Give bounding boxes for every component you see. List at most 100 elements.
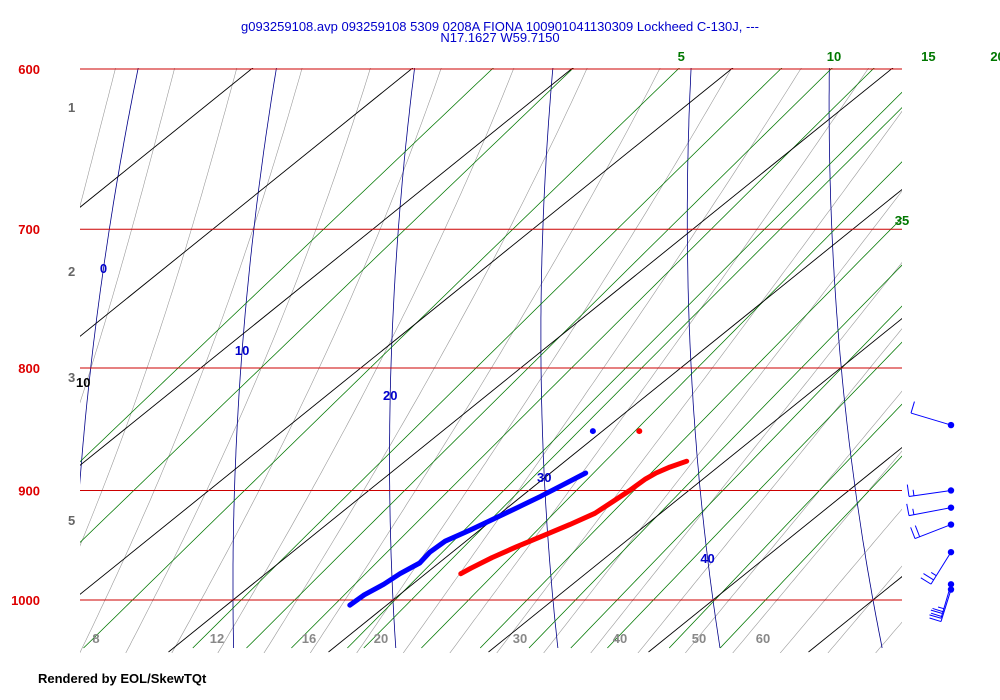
moist-adiabat xyxy=(543,190,902,653)
dry-adiabat xyxy=(828,68,883,649)
background-grid xyxy=(0,5,1000,700)
dry-adiabat-label: 0 xyxy=(100,261,107,276)
moist-adiabat xyxy=(732,450,902,653)
bottom-label: 20 xyxy=(374,631,388,646)
moist-adiabat xyxy=(590,262,902,653)
moist-adiabat xyxy=(827,565,902,653)
wind-barb-flag xyxy=(906,503,910,516)
bottom-label: 50 xyxy=(692,631,706,646)
wind-barbs xyxy=(906,401,955,623)
bottom-label: 8 xyxy=(92,631,99,646)
moist-adiabat xyxy=(80,68,303,653)
mixing-ratio-line xyxy=(246,68,833,649)
isotherm-line xyxy=(808,576,902,653)
dry-adiabat-label: 20 xyxy=(383,388,397,403)
dry-adiabat-label: 40 xyxy=(700,551,714,566)
wind-barb-staff xyxy=(930,551,952,585)
moist-adiabat xyxy=(171,68,442,653)
dry-adiabat xyxy=(80,68,139,485)
mixing-ratio-label: 35 xyxy=(895,213,909,228)
height-label: 1 xyxy=(68,100,75,115)
axis-labels: 6007008009001000123510203040506051015202… xyxy=(11,49,1000,646)
isotherm-label: 10 xyxy=(76,375,90,390)
mixing-ratio-line xyxy=(607,341,902,649)
wind-barb-flag xyxy=(930,612,943,618)
temperature-trace xyxy=(458,458,690,577)
isotherm-line xyxy=(80,68,734,595)
dry-adiabat xyxy=(232,68,277,649)
isotherm-line xyxy=(80,68,574,466)
mixing-ratio-line xyxy=(80,68,494,463)
moist-adiabat xyxy=(125,68,371,653)
sounding-traces xyxy=(347,428,690,608)
chart-subtitle: N17.1627 W59.7150 xyxy=(440,30,559,45)
pressure-label: 700 xyxy=(18,222,40,237)
wind-barb-flag xyxy=(932,607,945,613)
bottom-label: 16 xyxy=(302,631,316,646)
wind-barb-flag xyxy=(906,484,910,497)
moist-adiabat xyxy=(868,5,1000,700)
moist-adiabat xyxy=(402,68,802,653)
wind-barb-staff xyxy=(908,489,952,497)
moist-adiabat xyxy=(356,68,733,653)
wind-barb-staff xyxy=(940,589,952,622)
wind-barb-flag xyxy=(910,401,915,414)
wind-barb-station xyxy=(947,487,955,494)
mixing-ratio-line xyxy=(668,403,902,649)
isotherm-line xyxy=(328,188,902,653)
isotherm-line xyxy=(80,68,254,208)
dry-adiabat xyxy=(0,30,9,648)
dewpoint-point xyxy=(589,428,596,435)
pressure-label: 600 xyxy=(18,62,40,77)
height-label: 3 xyxy=(68,370,75,385)
dry-adiabat xyxy=(389,68,416,649)
bottom-label: 40 xyxy=(613,631,627,646)
dry-adiabat-label: 10 xyxy=(235,343,249,358)
mixing-ratio-line xyxy=(347,91,902,649)
moist-adiabat xyxy=(779,508,902,653)
wind-barb-flag xyxy=(914,525,921,537)
mixing-ratio-line xyxy=(363,107,902,649)
wind-barb-flag xyxy=(937,606,944,610)
height-label: 5 xyxy=(68,513,75,528)
wind-barb-flag xyxy=(920,577,932,585)
moist-adiabat xyxy=(637,328,902,653)
wind-barb-flag xyxy=(923,573,934,581)
isotherm-line xyxy=(648,447,902,653)
bottom-label: 12 xyxy=(210,631,224,646)
isotherm-line xyxy=(969,30,1000,652)
dry-adiabat-label: 30 xyxy=(537,470,551,485)
mixing-ratio-line xyxy=(80,68,574,543)
wind-barb-flag xyxy=(929,614,942,619)
moist-adiabat xyxy=(80,68,238,547)
pressure-label: 800 xyxy=(18,361,40,376)
temperature-point xyxy=(636,428,643,435)
mixing-ratio-line xyxy=(192,68,783,649)
pressure-label: 1000 xyxy=(11,593,40,608)
mixing-ratio-label: 10 xyxy=(827,49,841,64)
wind-barb-flag xyxy=(930,572,937,577)
moist-adiabat xyxy=(80,68,175,404)
moist-adiabat xyxy=(263,68,588,653)
pressure-label: 900 xyxy=(18,483,40,498)
wind-barb-flag xyxy=(912,489,915,496)
dewpoint-trace xyxy=(347,470,589,608)
isotherm-line xyxy=(488,317,902,653)
wind-barb-flag xyxy=(910,527,916,539)
mixing-ratio-line xyxy=(83,68,680,649)
moist-adiabat xyxy=(875,621,902,653)
wind-barb-staff xyxy=(910,412,952,426)
moist-adiabat xyxy=(496,110,902,653)
wind-barb-flag xyxy=(912,508,915,515)
moist-adiabat xyxy=(309,68,661,653)
wind-barb-staff xyxy=(914,524,952,540)
moist-adiabat xyxy=(80,68,116,208)
chart-title: g093259108.avp 093259108 5309 0208A FION… xyxy=(241,19,759,34)
mixing-ratio-label: 15 xyxy=(921,49,935,64)
moist-adiabat xyxy=(449,68,869,653)
height-label: 2 xyxy=(68,264,75,279)
moist-adiabat xyxy=(915,5,1000,700)
wind-barb-staff xyxy=(908,507,952,517)
dry-adiabat xyxy=(967,30,1000,648)
